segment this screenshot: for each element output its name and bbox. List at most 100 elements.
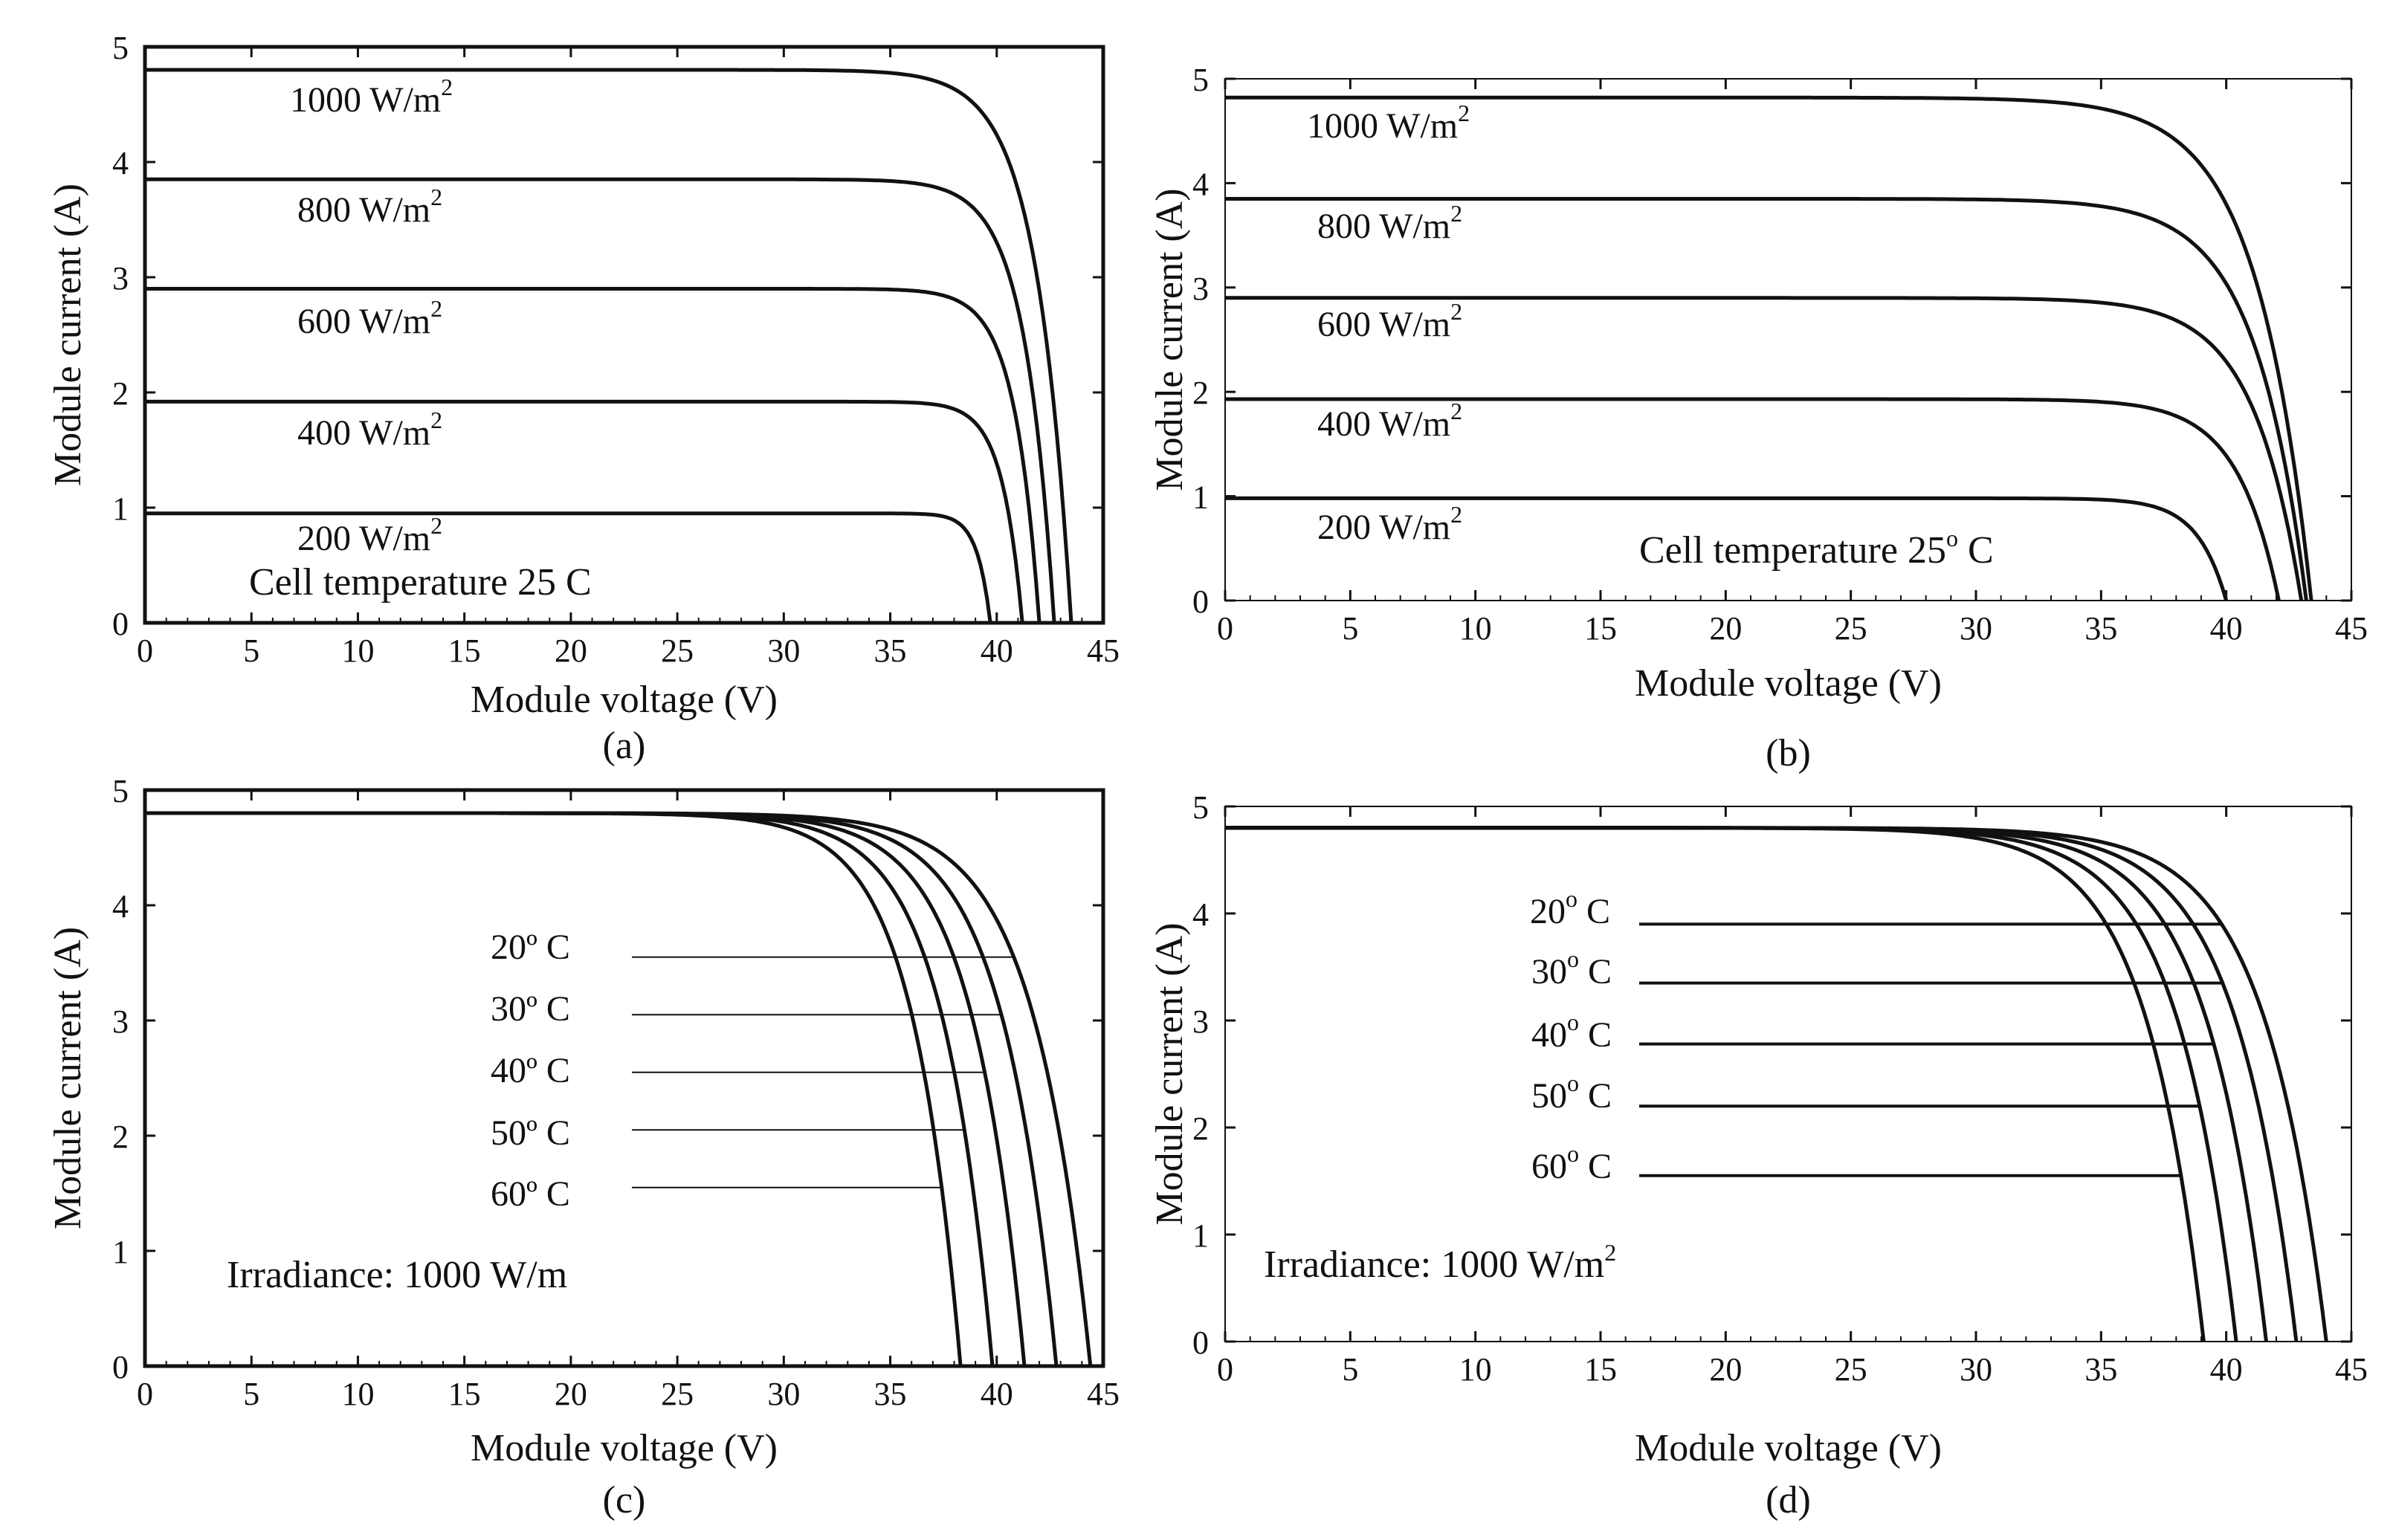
- series-label-3-text: 600 W/m: [1317, 305, 1450, 344]
- condition-annotation: Irradiance: 1000 W/m2: [1264, 1239, 1616, 1286]
- series-label-5-text: 200 W/m: [297, 519, 430, 558]
- series-label-5: 200 W/m2: [1317, 501, 1462, 547]
- series-label-5-text: 60º C: [491, 1174, 570, 1214]
- panel-caption: (a): [603, 725, 646, 767]
- y-tick-label: 2: [112, 1119, 129, 1155]
- x-tick-label: 10: [1459, 610, 1492, 647]
- condition-annotation: Cell temperature 25o C: [1639, 525, 1994, 572]
- series-label-3: 600 W/m2: [297, 295, 442, 341]
- x-tick-label: 40: [981, 1376, 1013, 1412]
- iv-curve-series-4: [1225, 397, 2281, 601]
- x-tick-label: 30: [1960, 1351, 1992, 1388]
- condition-annotation-text: Cell temperature 25: [1639, 529, 1946, 572]
- series-label-1-tail: C: [1577, 892, 1610, 931]
- iv-curve-series-2: [1225, 197, 2308, 601]
- series-label-5-superscript: 2: [430, 512, 442, 539]
- series-label-5-text: 60: [1531, 1147, 1567, 1186]
- series-label-4: 50o C: [1531, 1070, 1612, 1116]
- series-label-2-superscript: o: [1567, 945, 1579, 972]
- series-label-4: 400 W/m2: [1317, 398, 1462, 444]
- series-label-1-text: 1000 W/m: [290, 80, 441, 120]
- y-axis-label: Module current (A): [47, 184, 89, 486]
- y-tick-label: 0: [1192, 1324, 1209, 1361]
- condition-annotation-superscript: o: [1946, 525, 1958, 551]
- x-tick-label: 35: [2084, 610, 2117, 647]
- iv-curve-series-5: [145, 511, 992, 624]
- plot-frame: [143, 788, 1105, 1368]
- x-tick-label: 25: [661, 1376, 694, 1412]
- condition-annotation-superscript: 2: [1604, 1239, 1616, 1266]
- iv-curve-series-3: [1225, 296, 2304, 601]
- series-label-1-superscript: 2: [441, 74, 453, 100]
- x-tick-label: 35: [874, 632, 907, 669]
- x-tick-label: 25: [1835, 610, 1867, 647]
- x-tick-label: 0: [1217, 1351, 1233, 1388]
- x-tick-label: 10: [1459, 1351, 1492, 1388]
- x-tick-label: 40: [2210, 610, 2243, 647]
- series-label-3-text: 40: [1531, 1015, 1567, 1055]
- series-label-4-text: 400 W/m: [297, 413, 430, 453]
- iv-curve-series-2: [145, 177, 1056, 624]
- y-tick-label: 1: [1192, 1217, 1209, 1254]
- series-label-1: 1000 W/m2: [1307, 100, 1470, 146]
- x-tick-label: 25: [1835, 1351, 1867, 1388]
- iv-curve-series-5: [145, 811, 963, 1367]
- x-tick-label: 45: [1087, 1376, 1120, 1412]
- x-tick-label: 15: [1584, 1351, 1617, 1388]
- series-label-4-superscript: 2: [1450, 398, 1462, 424]
- x-axis-label: Module voltage (V): [1635, 662, 1942, 705]
- iv-curve-series-1: [1225, 95, 2313, 601]
- plot-frame: [1224, 78, 2352, 601]
- series-label-1-text: 1000 W/m: [1307, 106, 1458, 146]
- series-label-3: 40o C: [1531, 1009, 1612, 1055]
- x-tick-label: 40: [2210, 1351, 2243, 1388]
- y-tick-label: 2: [112, 375, 129, 412]
- y-tick-label: 5: [1192, 62, 1209, 98]
- series-label-4-text: 400 W/m: [1317, 404, 1450, 444]
- series-label-3: 40º C: [491, 1051, 570, 1090]
- y-tick-label: 5: [1192, 789, 1209, 826]
- series-label-2: 800 W/m2: [297, 184, 442, 230]
- x-tick-label: 10: [341, 632, 374, 669]
- iv-curve-series-1: [145, 68, 1073, 624]
- series-label-4-text: 50º C: [491, 1113, 570, 1153]
- y-tick-label: 0: [112, 1349, 129, 1385]
- panel-caption: (c): [603, 1479, 646, 1521]
- series-label-5: 200 W/m2: [297, 512, 442, 558]
- series-label-1: 1000 W/m2: [290, 74, 453, 120]
- series-label-4-superscript: 2: [430, 407, 442, 433]
- x-tick-label: 35: [874, 1376, 907, 1412]
- y-axis-label: Module current (A): [47, 927, 89, 1229]
- x-tick-label: 0: [137, 1376, 153, 1412]
- series-label-1-superscript: o: [1566, 885, 1577, 912]
- series-label-2-superscript: 2: [430, 184, 442, 210]
- series-label-3-superscript: 2: [1450, 298, 1462, 325]
- y-tick-label: 3: [112, 260, 129, 297]
- series-label-3: 600 W/m2: [1317, 298, 1462, 344]
- x-tick-label: 30: [767, 632, 800, 669]
- x-tick-label: 35: [2084, 1351, 2117, 1388]
- x-axis-label: Module voltage (V): [471, 679, 778, 721]
- y-tick-label: 4: [112, 888, 129, 925]
- series-label-1-text: 20: [1530, 892, 1566, 931]
- x-tick-label: 30: [1960, 610, 1992, 647]
- y-tick-label: 3: [112, 1003, 129, 1040]
- x-tick-label: 10: [341, 1376, 374, 1412]
- series-label-3-superscript: 2: [430, 295, 442, 322]
- x-tick-label: 30: [767, 1376, 800, 1412]
- y-axis-label: Module current (A): [1149, 188, 1191, 491]
- series-label-2-superscript: 2: [1450, 200, 1462, 227]
- y-tick-label: 1: [112, 491, 129, 527]
- y-tick-label: 2: [1192, 375, 1209, 411]
- x-axis-label: Module voltage (V): [1635, 1427, 1942, 1469]
- x-tick-label: 5: [243, 632, 259, 669]
- series-label-5-tail: C: [1579, 1147, 1612, 1186]
- series-label-3-tail: C: [1579, 1015, 1612, 1055]
- series-label-1-superscript: 2: [1458, 100, 1470, 126]
- series-label-5-superscript: 2: [1450, 501, 1462, 528]
- y-axis-label: Module current (A): [1149, 922, 1191, 1225]
- series-label-5: 60o C: [1531, 1140, 1612, 1186]
